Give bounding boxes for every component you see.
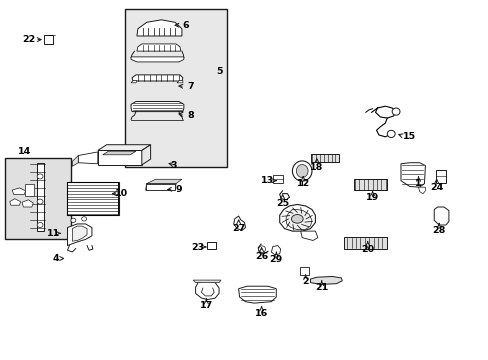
Polygon shape: [400, 163, 425, 187]
Text: 9: 9: [175, 184, 182, 194]
Text: 5: 5: [215, 68, 222, 77]
Text: 2: 2: [302, 277, 308, 286]
Ellipse shape: [391, 108, 399, 115]
Text: 8: 8: [187, 111, 194, 120]
Polygon shape: [238, 286, 276, 303]
Text: 4: 4: [53, 254, 60, 263]
Text: 24: 24: [429, 184, 443, 192]
Ellipse shape: [296, 165, 307, 177]
Text: 25: 25: [276, 199, 288, 208]
Bar: [206, 242, 215, 249]
Polygon shape: [279, 204, 315, 231]
Ellipse shape: [37, 199, 43, 204]
Polygon shape: [72, 156, 78, 166]
Bar: [435, 170, 446, 183]
Text: 16: 16: [254, 309, 268, 318]
Text: 14: 14: [18, 147, 31, 156]
Text: 29: 29: [269, 255, 283, 264]
Ellipse shape: [37, 174, 43, 179]
Text: 15: 15: [403, 132, 415, 141]
Polygon shape: [418, 187, 425, 194]
Polygon shape: [12, 188, 25, 194]
Text: 21: 21: [314, 283, 328, 292]
Polygon shape: [233, 216, 245, 230]
Text: 28: 28: [431, 226, 445, 235]
Polygon shape: [193, 280, 221, 283]
Polygon shape: [271, 246, 280, 255]
Polygon shape: [98, 145, 150, 150]
Polygon shape: [102, 151, 136, 155]
Polygon shape: [10, 199, 20, 205]
Bar: [44, 35, 53, 44]
Bar: [353, 179, 386, 190]
Ellipse shape: [81, 217, 86, 221]
Polygon shape: [145, 184, 176, 190]
Polygon shape: [146, 179, 182, 184]
Polygon shape: [300, 231, 317, 240]
Text: 10: 10: [115, 189, 127, 198]
Text: 12: 12: [296, 179, 309, 188]
Polygon shape: [433, 207, 448, 225]
Text: 22: 22: [22, 35, 36, 44]
Text: 17: 17: [199, 301, 213, 310]
Ellipse shape: [386, 130, 394, 138]
Polygon shape: [310, 276, 342, 284]
Polygon shape: [37, 163, 44, 231]
Text: 11: 11: [47, 230, 61, 239]
Text: 13: 13: [261, 176, 274, 185]
Text: 26: 26: [254, 252, 268, 261]
Ellipse shape: [291, 215, 303, 223]
Ellipse shape: [37, 222, 43, 228]
Ellipse shape: [292, 161, 311, 181]
Polygon shape: [132, 75, 183, 81]
Polygon shape: [142, 145, 150, 165]
Text: 18: 18: [309, 163, 323, 172]
Bar: [66, 182, 119, 215]
Polygon shape: [67, 224, 92, 246]
Polygon shape: [131, 102, 183, 112]
Text: 19: 19: [365, 194, 379, 202]
Text: 27: 27: [231, 224, 245, 233]
Polygon shape: [137, 44, 181, 51]
Polygon shape: [177, 81, 183, 83]
Bar: [310, 154, 339, 162]
Text: 1: 1: [414, 179, 421, 188]
Text: 7: 7: [187, 82, 194, 91]
Polygon shape: [195, 281, 219, 300]
Bar: [299, 267, 308, 275]
Bar: [124, 9, 227, 167]
Bar: [272, 175, 282, 183]
Text: 20: 20: [361, 245, 373, 253]
Polygon shape: [78, 152, 98, 164]
Text: 3: 3: [170, 161, 177, 170]
Bar: [5, 158, 71, 239]
Polygon shape: [137, 20, 182, 36]
Polygon shape: [72, 226, 87, 241]
Ellipse shape: [258, 246, 265, 252]
Polygon shape: [22, 200, 33, 207]
Text: 6: 6: [182, 21, 189, 30]
Text: 23: 23: [191, 243, 204, 252]
Polygon shape: [131, 57, 183, 62]
Ellipse shape: [71, 218, 76, 222]
Bar: [344, 237, 386, 249]
Polygon shape: [285, 210, 311, 230]
Bar: [25, 184, 34, 196]
Polygon shape: [98, 150, 142, 165]
Polygon shape: [145, 184, 175, 190]
Polygon shape: [131, 81, 137, 83]
